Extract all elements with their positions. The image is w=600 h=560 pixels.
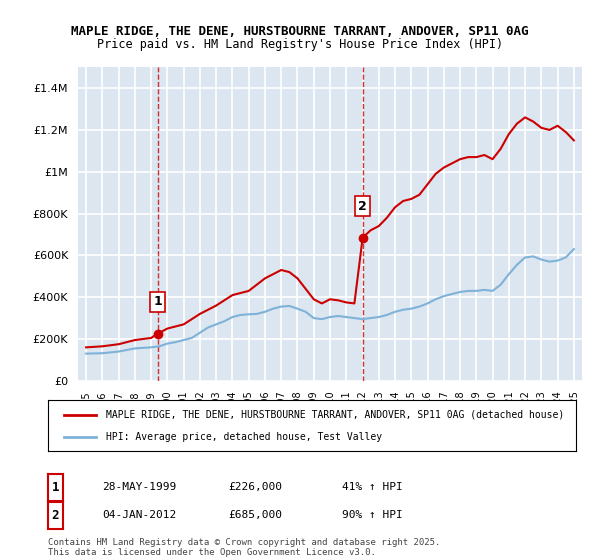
- Text: 1: 1: [52, 481, 59, 494]
- Text: 2: 2: [52, 509, 59, 522]
- Text: 04-JAN-2012: 04-JAN-2012: [102, 510, 176, 520]
- Text: HPI: Average price, detached house, Test Valley: HPI: Average price, detached house, Test…: [106, 432, 382, 442]
- Text: 2: 2: [358, 199, 367, 212]
- Text: 41% ↑ HPI: 41% ↑ HPI: [342, 482, 403, 492]
- Text: MAPLE RIDGE, THE DENE, HURSTBOURNE TARRANT, ANDOVER, SP11 0AG: MAPLE RIDGE, THE DENE, HURSTBOURNE TARRA…: [71, 25, 529, 38]
- Text: MAPLE RIDGE, THE DENE, HURSTBOURNE TARRANT, ANDOVER, SP11 0AG (detached house): MAPLE RIDGE, THE DENE, HURSTBOURNE TARRA…: [106, 409, 565, 419]
- Text: 90% ↑ HPI: 90% ↑ HPI: [342, 510, 403, 520]
- Text: £685,000: £685,000: [228, 510, 282, 520]
- Text: Contains HM Land Registry data © Crown copyright and database right 2025.
This d: Contains HM Land Registry data © Crown c…: [48, 538, 440, 557]
- Text: 28-MAY-1999: 28-MAY-1999: [102, 482, 176, 492]
- Text: 1: 1: [154, 296, 162, 309]
- Text: £226,000: £226,000: [228, 482, 282, 492]
- Text: Price paid vs. HM Land Registry's House Price Index (HPI): Price paid vs. HM Land Registry's House …: [97, 38, 503, 51]
